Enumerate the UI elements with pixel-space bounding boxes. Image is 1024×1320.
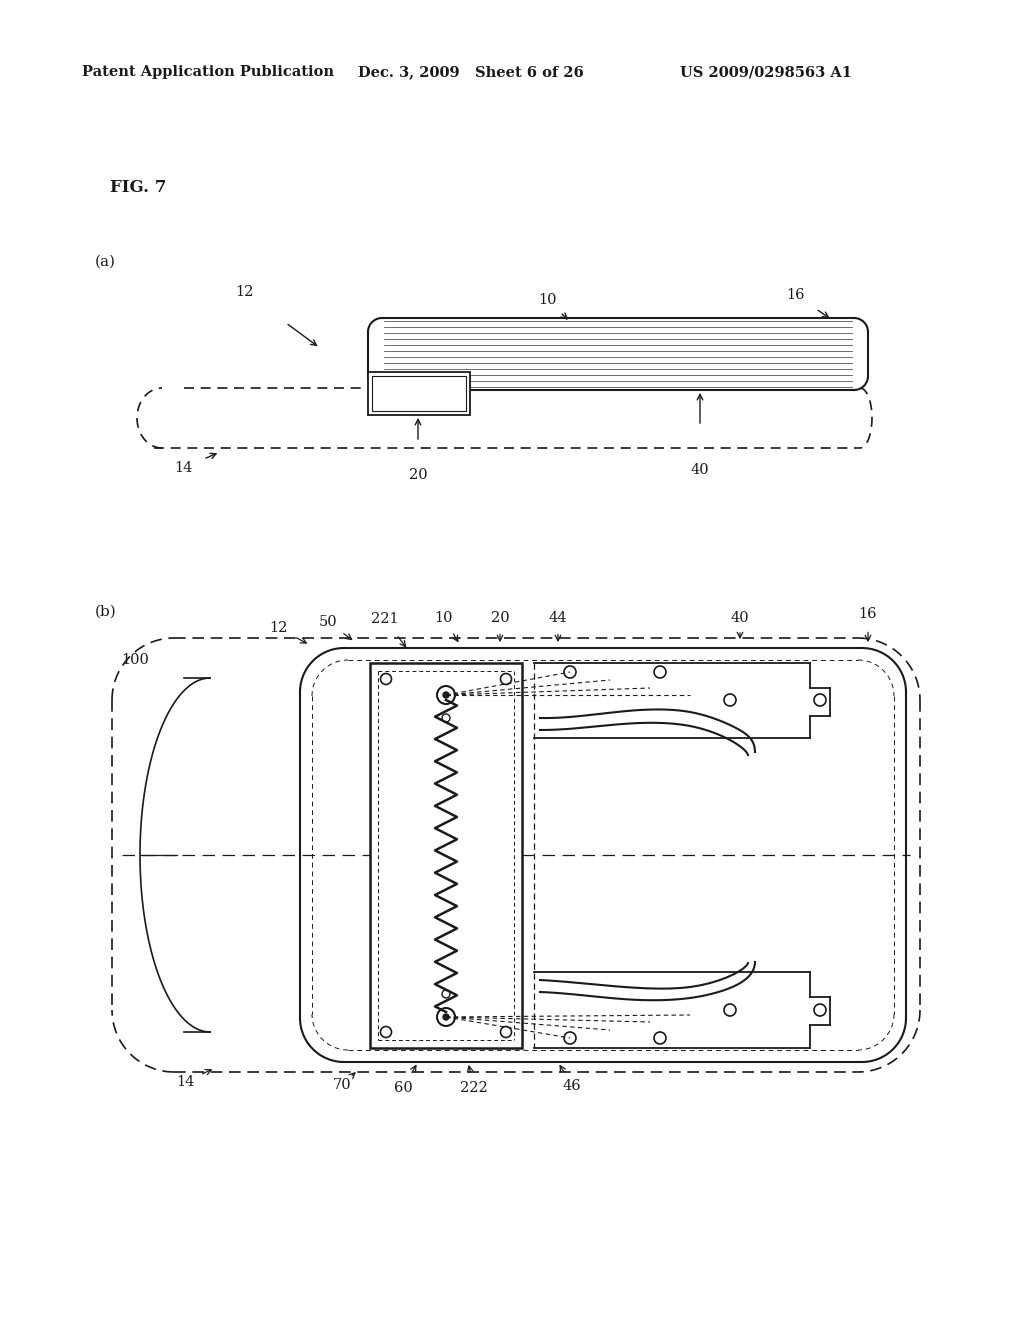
Text: 20: 20 xyxy=(490,611,509,624)
Text: 40: 40 xyxy=(690,463,710,477)
Text: 60: 60 xyxy=(393,1081,413,1096)
Text: 10: 10 xyxy=(539,293,557,308)
Text: 16: 16 xyxy=(786,288,805,302)
Text: Patent Application Publication: Patent Application Publication xyxy=(82,65,334,79)
FancyBboxPatch shape xyxy=(300,648,906,1063)
Text: (a): (a) xyxy=(95,255,116,269)
Text: 12: 12 xyxy=(269,620,287,635)
Text: Dec. 3, 2009   Sheet 6 of 26: Dec. 3, 2009 Sheet 6 of 26 xyxy=(358,65,584,79)
Text: 70: 70 xyxy=(333,1078,351,1092)
Text: 44: 44 xyxy=(549,611,567,624)
Text: 46: 46 xyxy=(562,1078,582,1093)
Text: (b): (b) xyxy=(95,605,117,619)
Text: US 2009/0298563 A1: US 2009/0298563 A1 xyxy=(680,65,852,79)
Text: 222: 222 xyxy=(460,1081,487,1096)
Circle shape xyxy=(443,692,449,698)
Text: 12: 12 xyxy=(234,285,253,300)
Text: 221: 221 xyxy=(371,612,398,626)
Text: 50: 50 xyxy=(318,615,337,630)
Text: 10: 10 xyxy=(435,611,454,624)
Text: FIG. 7: FIG. 7 xyxy=(110,180,166,197)
Bar xyxy=(368,372,470,414)
Text: 14: 14 xyxy=(174,461,193,475)
Text: 16: 16 xyxy=(859,607,878,620)
Text: 40: 40 xyxy=(731,611,750,624)
FancyBboxPatch shape xyxy=(368,318,868,389)
Bar xyxy=(372,376,466,411)
Circle shape xyxy=(443,1014,449,1020)
Text: 14: 14 xyxy=(176,1074,195,1089)
Text: 100: 100 xyxy=(121,653,148,667)
Bar xyxy=(370,663,522,1048)
Text: 20: 20 xyxy=(409,469,427,482)
